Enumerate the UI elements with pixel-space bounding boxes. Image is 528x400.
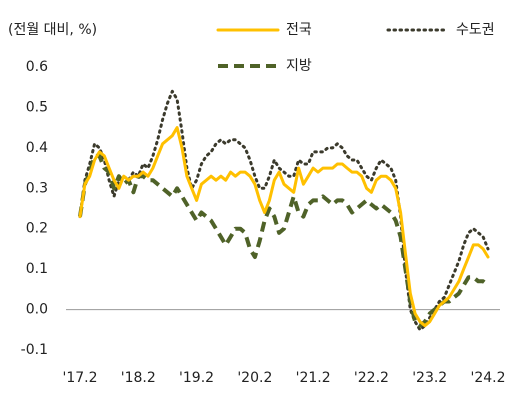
y-tick-label: 0.0 <box>26 302 48 318</box>
y-tick-label: 0.2 <box>26 221 48 237</box>
series-line <box>78 126 490 328</box>
legend-label: 지방 <box>286 58 312 74</box>
x-tick-label: '23.2 <box>412 370 447 386</box>
x-tick-label: '17.2 <box>62 370 97 386</box>
x-tick-label: '21.2 <box>296 370 331 386</box>
chart-subtitle: (전월 대비, %) <box>8 22 97 38</box>
x-tick-label: '22.2 <box>354 370 389 386</box>
y-tick-label: -0.1 <box>21 342 48 358</box>
y-tick-label: 0.6 <box>26 59 48 75</box>
y-tick-label: 0.5 <box>26 99 48 115</box>
x-tick-label: '19.2 <box>179 370 214 386</box>
x-tick-label: '18.2 <box>121 370 156 386</box>
y-tick-label: 0.1 <box>26 261 48 277</box>
x-tick-label: '20.2 <box>237 370 272 386</box>
legend-label: 수도권 <box>456 22 495 38</box>
y-tick-label: 0.3 <box>26 180 48 196</box>
series-line <box>78 153 490 328</box>
x-tick-label: '24.2 <box>470 370 505 386</box>
legend-label: 전국 <box>286 22 312 38</box>
series-line <box>78 89 490 332</box>
y-tick-label: 0.4 <box>26 140 48 156</box>
